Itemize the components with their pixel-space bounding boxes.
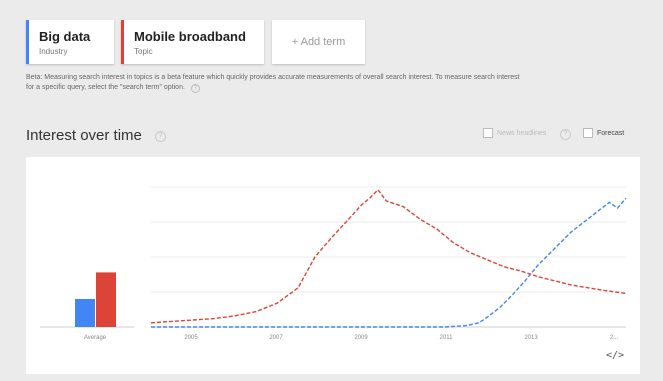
x-tick-label: 2013 <box>524 335 538 341</box>
embed-code-icon[interactable]: </> <box>606 350 625 361</box>
term-name: Mobile broadband <box>134 29 246 44</box>
beta-note-text: Beta: Measuring search interest in topic… <box>26 74 520 91</box>
term-type: Industry <box>39 47 68 56</box>
average-bar <box>75 299 95 327</box>
term-type: Topic <box>134 47 153 56</box>
series-line-mobile-broadband <box>150 188 627 324</box>
term-card-big-data[interactable]: Big data Industry <box>26 20 114 64</box>
x-tick-label: 2005 <box>184 335 198 341</box>
average-bar <box>96 272 116 327</box>
x-tick-label: 2009 <box>354 335 368 341</box>
news-headlines-checkbox[interactable] <box>483 128 493 138</box>
x-tick-label: 2007 <box>269 335 283 341</box>
average-label: Average <box>84 335 107 341</box>
interest-over-time-chart: Average 2005 2007 2009 2011 2013 2... <box>40 186 627 341</box>
x-tick-label: 2... <box>610 335 619 341</box>
series-line-big-data <box>151 197 627 328</box>
help-icon[interactable]: ? <box>560 129 571 140</box>
forecast-label: Forecast <box>597 129 625 137</box>
chart-panel: Average 2005 2007 2009 2011 2013 2... </> <box>26 157 640 374</box>
section-title: Interest over time <box>26 127 142 144</box>
news-headlines-toggle[interactable]: News headlines <box>483 128 546 138</box>
forecast-checkbox[interactable] <box>583 128 593 138</box>
x-tick-label: 2011 <box>440 335 454 341</box>
news-headlines-label: News headlines <box>497 129 547 137</box>
beta-note: Beta: Measuring search interest in topic… <box>26 73 526 93</box>
help-icon[interactable]: ? <box>155 131 166 142</box>
add-term-button[interactable]: + Add term <box>272 20 365 64</box>
term-card-mobile-broadband[interactable]: Mobile broadband Topic <box>121 20 264 64</box>
term-name: Big data <box>39 29 91 44</box>
forecast-toggle[interactable]: Forecast <box>583 128 624 138</box>
help-icon[interactable]: ? <box>190 84 200 93</box>
